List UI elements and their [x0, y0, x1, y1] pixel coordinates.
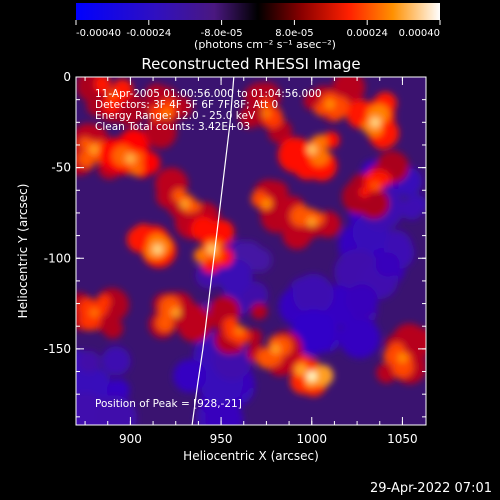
- heatmap-cold-blob: [77, 350, 101, 373]
- annotation-energy-range: Energy Range: 12.0 - 25.0 keV: [95, 110, 256, 122]
- heatmap-hot-blob-outer: [277, 137, 314, 173]
- heatmap-hot-blob-core: [179, 198, 190, 209]
- plot-area: [76, 77, 426, 425]
- colorbar: -0.00040 -0.00024 -8.0e-05 8.0e-05 0.00024 0.…: [75, 3, 441, 51]
- heatmap-hot-blob-core: [306, 217, 317, 227]
- heatmap-hot-blob-core: [234, 325, 245, 336]
- x-axis-label: Heliocentric X (arcsec): [183, 449, 319, 463]
- heatmap-hot-blob-mid: [260, 97, 272, 110]
- heatmap-cold-blob: [345, 284, 378, 317]
- heatmap-cold-blob: [400, 197, 424, 220]
- heatmap-hot-blob-core: [270, 343, 281, 354]
- plot-frame: [75, 76, 427, 426]
- x-tick-label: 1050: [387, 432, 418, 446]
- heatmap-hot-blob-outer: [179, 212, 196, 229]
- heatmap-hot-blob-core: [370, 180, 381, 191]
- y-tick-label: -150: [44, 342, 71, 356]
- heatmap-hot-blob-outer: [102, 318, 124, 339]
- heatmap-hot-blob-mid: [359, 187, 370, 198]
- heatmap-hot-blob-core: [152, 244, 163, 255]
- heatmap-hot-blob-mid: [290, 205, 312, 227]
- heatmap-hot-blob-mid: [94, 77, 112, 93]
- colorbar-units: (photons cm⁻² s⁻¹ asec⁻²): [194, 38, 336, 51]
- heatmap-cold-blob: [173, 359, 207, 393]
- heatmap-hot-blob-mid: [112, 78, 133, 100]
- y-axis: 0 -50 -100 -150: [44, 70, 426, 418]
- heatmap-hot-blob-core: [370, 117, 381, 128]
- heatmap-hot-blob-outer: [238, 105, 262, 129]
- annotation-time-range: 11-Apr-2005 01:00:56.000 to 01:04:56.000: [95, 88, 322, 100]
- heatmap-hot-blob-core: [89, 144, 100, 155]
- x-tick-label: 1000: [296, 432, 327, 446]
- heatmap-hot-blob-outer: [282, 219, 312, 250]
- heatmap-hot-blob-mid: [77, 150, 96, 168]
- heatmap-cold-blob: [375, 252, 400, 277]
- heatmap-hot-blob-outer: [144, 116, 177, 149]
- y-tick-label: -100: [44, 251, 71, 265]
- heatmap-hot-blob-core: [161, 108, 172, 119]
- heatmap-hot-blob-mid: [294, 363, 308, 377]
- heatmap-hot-blob-core: [306, 144, 317, 155]
- heatmap-hot-blob-outer: [250, 303, 268, 320]
- heatmap-cold-blob: [101, 346, 131, 376]
- heatmap-hot-blob-core: [125, 153, 136, 164]
- colorbar-tick-label: -0.00024: [126, 28, 171, 39]
- heatmap-hot-blob-mid: [128, 160, 144, 176]
- colorbar-tick-label: 0.00024: [347, 28, 388, 39]
- annotation-detectors: Detectors: 3F 4F 5F 6F 7F 8F; Att 0: [95, 99, 278, 111]
- colorbar-tick-label: -8.0e-05: [201, 28, 243, 39]
- y-tick-label: 0: [63, 70, 71, 84]
- heatmap-hot-blob-mid: [132, 151, 144, 163]
- heatmap-hot-blob-outer: [190, 216, 216, 242]
- heatmap-cold-blob: [93, 395, 137, 425]
- heatmap-hot-blob-core: [107, 90, 118, 101]
- heatmap-hot-blob-outer: [252, 82, 281, 111]
- heatmap-cold-blob: [339, 317, 381, 359]
- heatmap-hot-blob-mid: [193, 247, 209, 264]
- x-tick-label: 900: [119, 432, 142, 446]
- heatmap-hot-blob-mid: [373, 169, 388, 184]
- heatmap-hot-blob-core: [170, 307, 181, 318]
- solar-limb-curve: [191, 77, 235, 425]
- heatmap-cold-blob: [217, 259, 253, 295]
- heatmap-hot-blob-mid: [312, 135, 325, 148]
- y-axis-label: Heliocentric Y (arcsec): [16, 184, 30, 319]
- heatmap-layer: [76, 77, 426, 425]
- annotation-block: 11-Apr-2005 01:00:56.000 to 01:04:56.000…: [95, 88, 322, 133]
- x-axis: 900 950 1000 1050: [84, 77, 418, 446]
- heatmap-hot-blob-outer: [336, 81, 357, 101]
- heatmap-hot-blob-mid: [172, 188, 187, 203]
- chart-title: Reconstructed RHESSI Image: [141, 55, 360, 73]
- heatmap-hot-blob-mid: [314, 102, 328, 116]
- peak-position-label: Position of Peak = [928,-21]: [95, 398, 242, 410]
- heatmap-hot-blob-mid: [150, 110, 162, 122]
- heatmap-cold-blob: [291, 309, 336, 354]
- heatmap-cold-blob: [205, 400, 244, 425]
- colorbar-tick-label: -0.00040: [76, 28, 121, 39]
- y-tick-label: -50: [51, 161, 71, 175]
- colorbar-ticks: -0.00040 -0.00024 -8.0e-05 8.0e-05 0.00024 0.…: [75, 20, 441, 39]
- heatmap-hot-blob-core: [306, 371, 317, 382]
- heatmap-hot-blob-outer: [376, 362, 397, 384]
- heatmap-hot-blob-mid: [156, 314, 174, 332]
- x-tick-label: 950: [210, 432, 233, 446]
- colorbar-tick-label: 0.00040: [399, 28, 440, 39]
- colorbar-tick-label: 8.0e-05: [275, 28, 313, 39]
- heatmap-hot-blob-core: [324, 99, 335, 110]
- heatmap-hot-blob-core: [261, 198, 272, 209]
- heatmap-hot-blob-mid: [97, 294, 111, 309]
- annotation-clean-counts: Clean Total counts: 3.42E+03: [95, 121, 250, 133]
- heatmap-hot-blob-mid: [311, 364, 334, 387]
- heatmap-hot-blob-core: [397, 352, 408, 363]
- heatmap-hot-blob-core: [261, 108, 272, 119]
- heatmap-hot-blob-core: [89, 307, 100, 318]
- heatmap-hot-blob-outer: [245, 328, 263, 346]
- date-stamp: 29-Apr-2022 07:01: [370, 481, 492, 496]
- colorbar-gradient: [76, 3, 440, 20]
- heatmap-cold-blob: [292, 273, 334, 315]
